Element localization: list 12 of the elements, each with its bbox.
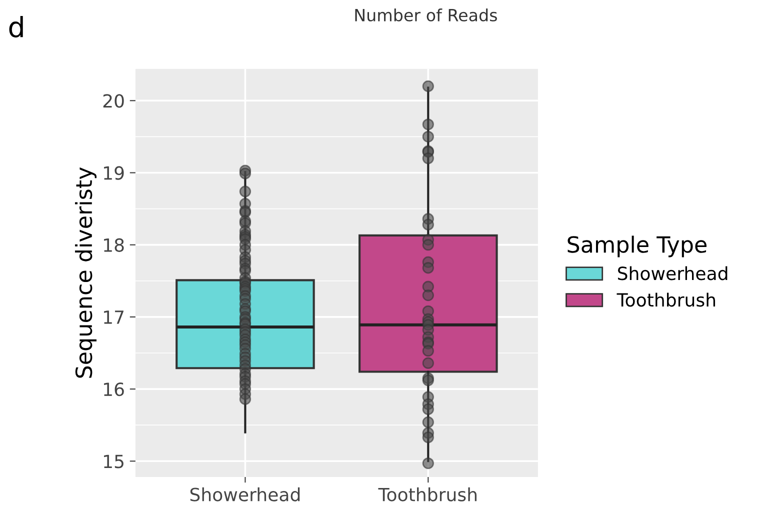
y-axis-title: Sequence diveristy [74,167,96,378]
y-tick-label: 18 [104,238,124,252]
y-tick-label: 20 [103,94,124,108]
y-tick-label: 16 [104,382,124,396]
y-tick-label: 19 [104,166,124,180]
text: Number of Reads [355,8,497,22]
y-tick-label: 17 [104,310,124,324]
legend-label: Toothbrush [616,292,716,307]
legend-label: Showerhead [618,266,728,280]
text: d [9,16,23,38]
y-tick-label: 15 [104,454,124,468]
legend-title: Sample Type [568,236,706,258]
